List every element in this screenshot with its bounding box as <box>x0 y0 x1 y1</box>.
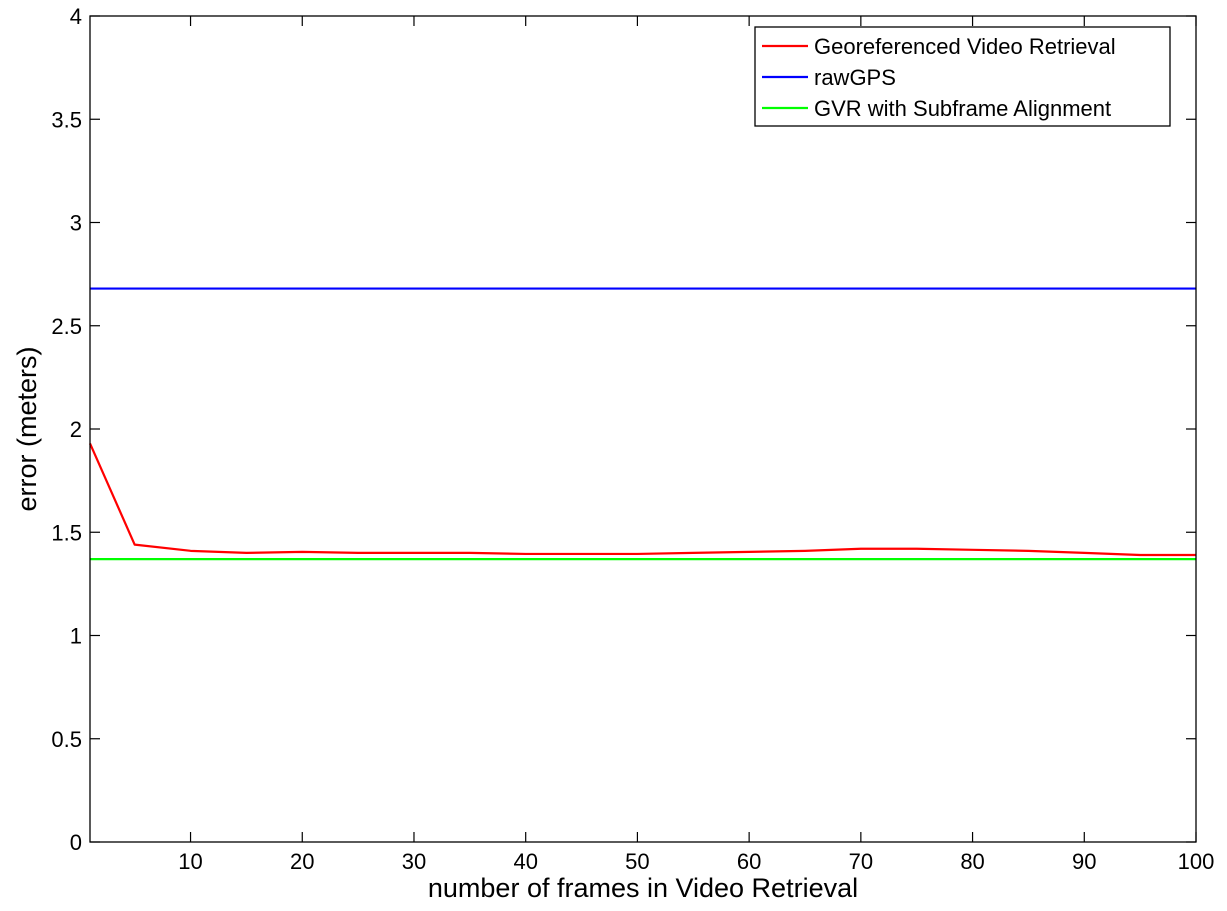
x-tick-label: 100 <box>1178 849 1215 874</box>
plot-area-frame <box>89 15 1197 843</box>
legend-box <box>754 26 1171 127</box>
x-tick-label: 70 <box>849 849 873 874</box>
x-tick-label: 30 <box>402 849 426 874</box>
x-tick-label: 50 <box>625 849 649 874</box>
legend-entry-label: GVR with Subframe Alignment <box>814 96 1111 121</box>
y-tick-label: 3 <box>70 211 82 236</box>
ticks-layer: 10 20 30 40 50 60 70 80 90 100 0 0.5 1 1.5 2 2.5 3 3.5 4 <box>51 4 1214 874</box>
series-layer <box>88 287 1196 561</box>
y-tick-label: 2.5 <box>51 314 82 339</box>
legend-entries: Georeferenced Video Retrieval rawGPS GVR w… <box>762 34 1116 121</box>
y-tick-label: 3.5 <box>51 107 82 132</box>
y-tick-label: 1.5 <box>51 520 82 545</box>
legend: Georeferenced Video Retrieval rawGPS GVR w… <box>754 26 1171 127</box>
x-tick-label: 10 <box>178 849 202 874</box>
x-tick-label: 90 <box>1072 849 1096 874</box>
x-tick-label: 40 <box>513 849 537 874</box>
y-axis-label: error (meters) <box>12 346 42 511</box>
series-line-1 <box>88 443 1196 557</box>
y-tick-label: 1 <box>70 624 82 649</box>
legend-entry-label: Georeferenced Video Retrieval <box>814 34 1116 59</box>
x-axis-label: number of frames in Video Retrieval <box>428 873 858 903</box>
x-tick-label: 20 <box>290 849 314 874</box>
y-tick-label: 4 <box>70 4 82 29</box>
legend-entry-label: rawGPS <box>814 65 896 90</box>
y-tick-label: 0 <box>70 830 82 855</box>
x-tick-label: 60 <box>737 849 761 874</box>
y-tick-label: 2 <box>70 417 82 442</box>
x-tick-label: 80 <box>960 849 984 874</box>
y-tick-label: 0.5 <box>51 727 82 752</box>
